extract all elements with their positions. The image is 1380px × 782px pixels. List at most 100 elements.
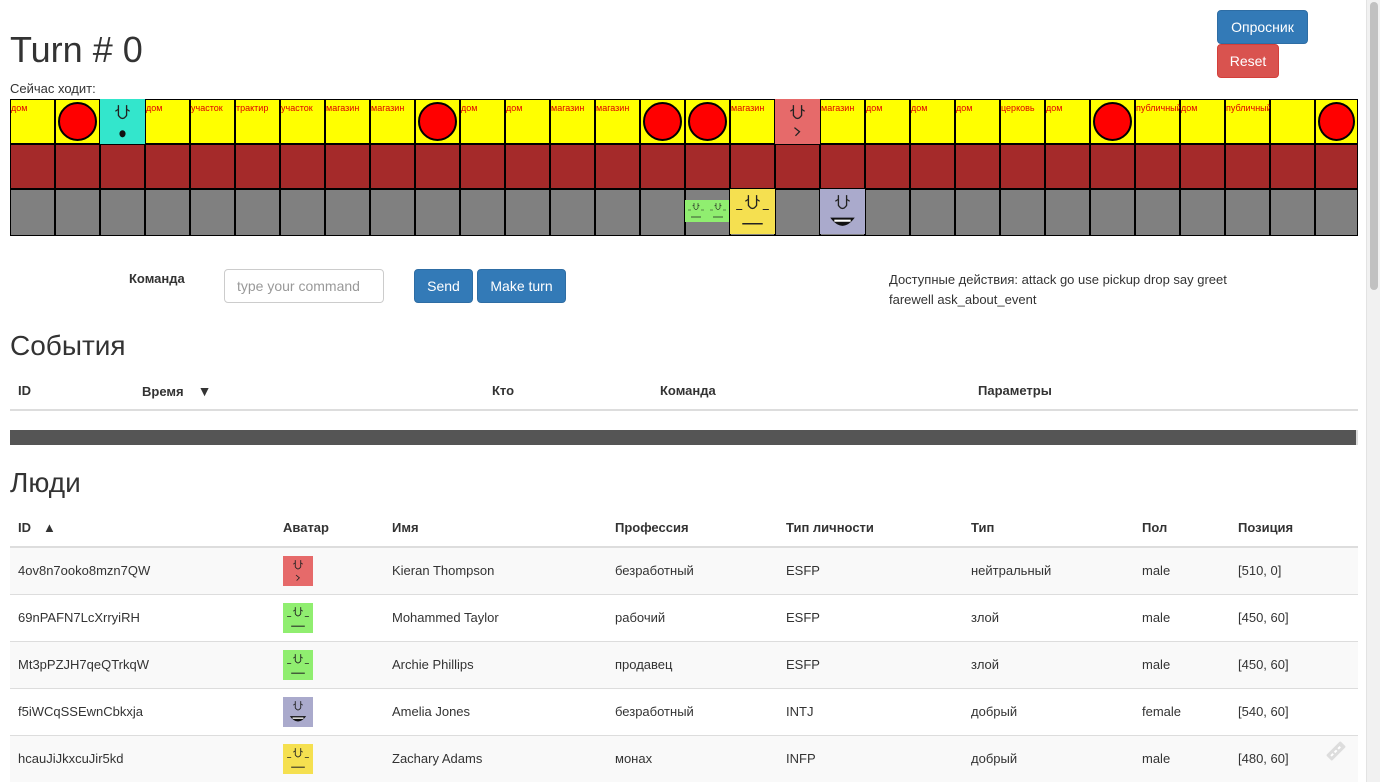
board-ground-cell[interactable]	[865, 189, 910, 236]
board-wall-cell[interactable]	[460, 144, 505, 189]
board-ground-cell[interactable]	[1045, 189, 1090, 236]
board-road-cell[interactable]: дом	[460, 99, 505, 144]
board-wall-cell[interactable]	[190, 144, 235, 189]
board-road-cell[interactable]: дом	[1045, 99, 1090, 144]
board-road-cell[interactable]: публичный	[1135, 99, 1182, 144]
questionnaire-button[interactable]: Опросник	[1217, 10, 1308, 44]
board-wall-cell[interactable]	[955, 144, 1000, 189]
people-col-name[interactable]: Имя	[384, 509, 607, 548]
character-token-green-2[interactable]	[707, 199, 729, 226]
board-road-cell[interactable]: дом	[865, 99, 910, 144]
board-road-cell[interactable]: трактир	[235, 99, 280, 144]
people-row[interactable]: 69nPAFN7LcXrryiRH Mohammed Taylor рабочий E…	[10, 593, 1358, 641]
board-wall-cell[interactable]	[550, 144, 595, 189]
board-road-cell[interactable]: магазин	[820, 99, 865, 144]
people-row[interactable]: f5iWCqSSEwnCbkxja Amelia Jones безработный…	[10, 687, 1358, 735]
board-wall-cell[interactable]	[10, 144, 55, 189]
events-col-params[interactable]: Параметры	[970, 372, 1358, 411]
people-row[interactable]: Mt3pPZJH7qeQTrkqW Archie Phillips продавец…	[10, 640, 1358, 688]
board-wall-cell[interactable]	[865, 144, 910, 189]
board-ground-cell[interactable]	[325, 189, 370, 236]
board-wall-cell[interactable]	[910, 144, 955, 189]
board-wall-cell[interactable]	[415, 144, 460, 189]
board-ground-cell[interactable]	[370, 189, 415, 236]
character-token-lavender[interactable]	[820, 189, 865, 237]
board-road-cell[interactable]	[415, 99, 460, 144]
board-road-cell[interactable]: магазин	[550, 99, 595, 144]
board-ground-cell[interactable]	[10, 189, 55, 236]
send-button[interactable]: Send	[414, 269, 473, 303]
board-ground-cell[interactable]	[190, 189, 235, 236]
board-road-cell[interactable]: публичный	[1225, 99, 1272, 144]
character-token-green[interactable]	[685, 199, 707, 226]
events-col-command[interactable]: Команда	[652, 372, 970, 411]
board-road-cell[interactable]: дом	[910, 99, 955, 144]
board-road-cell[interactable]	[1270, 99, 1315, 144]
board-road-cell[interactable]: магазин	[730, 99, 775, 144]
board-wall-cell[interactable]	[505, 144, 550, 189]
board-ground-cell[interactable]	[775, 189, 820, 236]
board-ground-cell[interactable]	[55, 189, 100, 236]
people-col-type[interactable]: Тип	[963, 509, 1134, 548]
people-col-gender[interactable]: Пол	[1134, 509, 1230, 548]
board-ground-cell[interactable]	[910, 189, 955, 236]
feedback-icon[interactable]	[1323, 738, 1349, 764]
board-road-cell[interactable]: дом	[955, 99, 1000, 144]
board-ground-cell[interactable]	[955, 189, 1000, 236]
people-col-personality[interactable]: Тип личности	[778, 509, 963, 548]
board-road-cell[interactable]: магазин	[595, 99, 640, 144]
events-col-who[interactable]: Кто	[484, 372, 652, 411]
command-input[interactable]	[224, 269, 384, 303]
board-road-cell[interactable]	[685, 99, 730, 144]
board-wall-cell[interactable]	[1315, 144, 1358, 189]
board-wall-cell[interactable]	[1135, 144, 1180, 189]
board-wall-cell[interactable]	[370, 144, 415, 189]
make-turn-button[interactable]: Make turn	[477, 269, 566, 303]
board-ground-cell[interactable]	[415, 189, 460, 236]
board-road-cell[interactable]: дом	[505, 99, 550, 144]
board-ground-cell[interactable]	[505, 189, 550, 236]
board-wall-cell[interactable]	[820, 144, 865, 189]
board-ground-cell[interactable]	[235, 189, 280, 236]
people-row[interactable]: 4ov8n7ooko8mzn7QW Kieran Thompson безработ…	[10, 546, 1358, 594]
board-ground-cell[interactable]	[1180, 189, 1225, 236]
board-wall-cell[interactable]	[685, 144, 730, 189]
board-road-cell[interactable]	[1090, 99, 1135, 144]
people-col-id[interactable]: ID ▲	[10, 509, 275, 548]
board-wall-cell[interactable]	[145, 144, 190, 189]
board-ground-cell[interactable]	[1270, 189, 1315, 236]
people-col-avatar[interactable]: Аватар	[275, 509, 384, 548]
board-wall-cell[interactable]	[1045, 144, 1090, 189]
board-road-cell[interactable]: магазин	[370, 99, 415, 144]
board-wall-cell[interactable]	[1090, 144, 1135, 189]
board-road-cell[interactable]	[55, 99, 100, 144]
board-wall-cell[interactable]	[325, 144, 370, 189]
board-road-cell[interactable]: дом	[145, 99, 190, 144]
board-wall-cell[interactable]	[1000, 144, 1045, 189]
board-ground-cell[interactable]	[1090, 189, 1135, 236]
board-ground-cell[interactable]	[595, 189, 640, 236]
board-road-cell[interactable]: участок	[190, 99, 235, 144]
board-road-cell[interactable]: дом	[1180, 99, 1225, 144]
events-col-id[interactable]: ID	[10, 372, 134, 411]
board-road-cell[interactable]: церковь	[1000, 99, 1045, 144]
board-wall-cell[interactable]	[235, 144, 280, 189]
board-ground-cell[interactable]	[1315, 189, 1358, 236]
board-ground-cell[interactable]	[100, 189, 145, 236]
board-wall-cell[interactable]	[1180, 144, 1225, 189]
people-row[interactable]: hcauJiJkxcuJir5kd Zachary Adams монах INFP д…	[10, 734, 1358, 782]
board-wall-cell[interactable]	[280, 144, 325, 189]
board-road-cell[interactable]	[1315, 99, 1358, 144]
character-token-cyan[interactable]	[100, 99, 145, 147]
board-wall-cell[interactable]	[640, 144, 685, 189]
events-col-time[interactable]: Время ▼	[134, 372, 484, 411]
board-road-cell[interactable]	[640, 99, 685, 144]
people-col-position[interactable]: Позиция	[1230, 509, 1358, 548]
board-wall-cell[interactable]	[100, 144, 145, 189]
reset-button[interactable]: Reset	[1217, 44, 1279, 78]
board-ground-cell[interactable]	[550, 189, 595, 236]
events-horizontal-scrollbar[interactable]	[10, 430, 1358, 445]
board-wall-cell[interactable]	[1270, 144, 1315, 189]
page-scrollbar[interactable]	[1366, 0, 1380, 782]
board-ground-cell[interactable]	[145, 189, 190, 236]
